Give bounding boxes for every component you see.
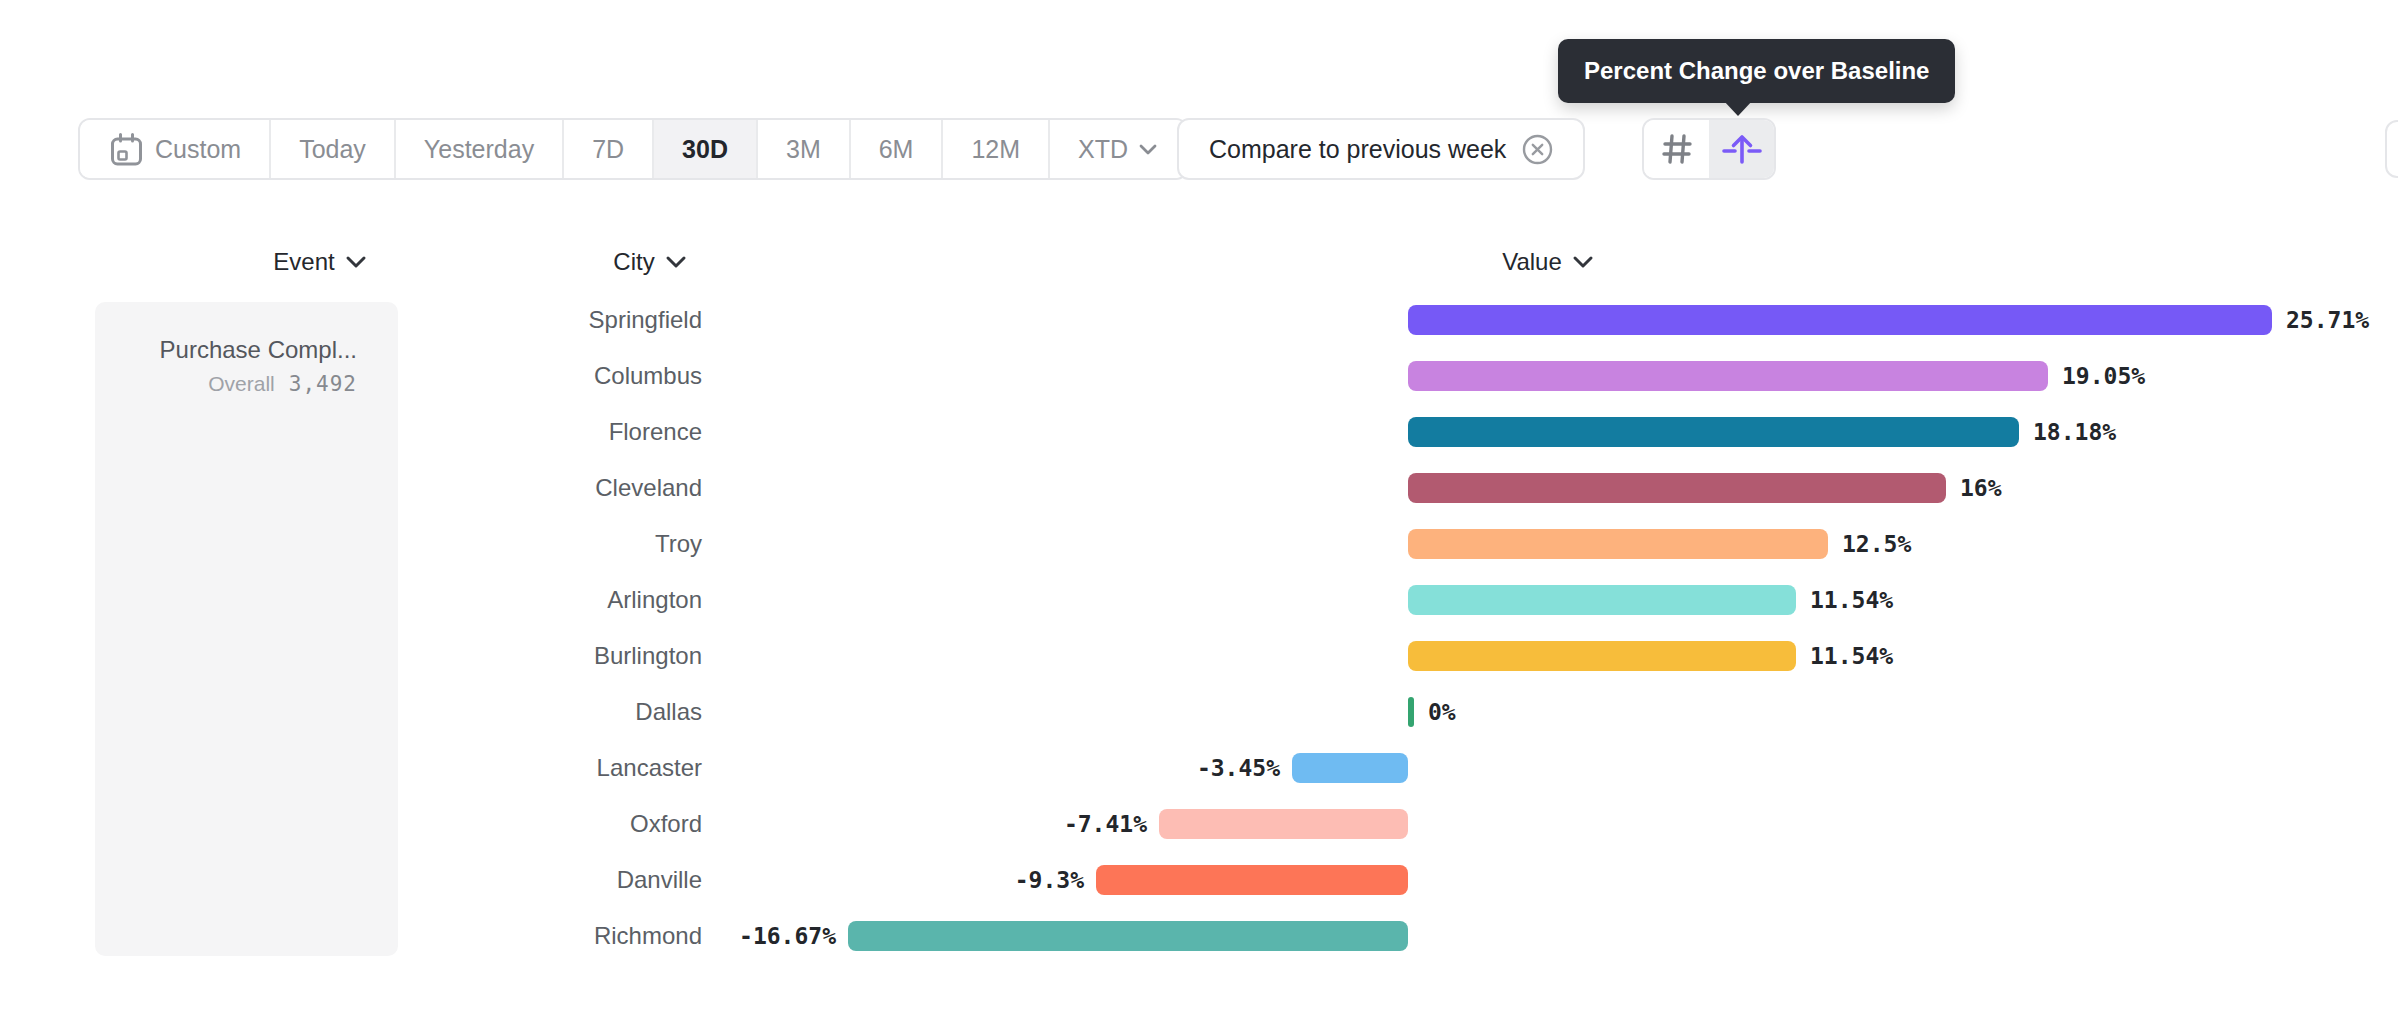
city-label: Danville [420,852,702,908]
chart-row: Florence 18.18% [0,404,2398,460]
value-label: 0% [1428,684,1456,740]
chart-row: Cleveland 16% [0,460,2398,516]
chart-row: Oxford -7.41% [0,796,2398,852]
city-label: Dallas [420,684,702,740]
chart-row: Troy 12.5% [0,516,2398,572]
chart-row: Burlington 11.54% [0,628,2398,684]
value-bar[interactable] [1408,529,1828,559]
value-bar[interactable] [1292,753,1408,783]
value-label: 11.54% [1810,628,1893,684]
value-bar[interactable] [1408,641,1796,671]
value-label: 18.18% [2033,404,2116,460]
city-label: Richmond [420,908,702,964]
value-bar[interactable] [1408,585,1796,615]
value-label: 16% [1960,460,2002,516]
value-bar[interactable] [1408,361,2048,391]
value-label: -9.3% [1015,852,1084,908]
value-bar[interactable] [848,921,1408,951]
chart-row: Columbus 19.05% [0,348,2398,404]
value-label: -3.45% [1197,740,1280,796]
chart-row: Richmond -16.67% [0,908,2398,964]
chart-row: Danville -9.3% [0,852,2398,908]
value-bar[interactable] [1408,697,1414,727]
city-label: Lancaster [420,740,702,796]
city-label: Burlington [420,628,702,684]
city-label: Columbus [420,348,702,404]
city-label: Florence [420,404,702,460]
city-label: Oxford [420,796,702,852]
chart-rows: Springfield 25.71% Columbus 19.05% Florence 1… [0,0,2398,1022]
city-label: Troy [420,516,702,572]
value-label: 25.71% [2286,292,2369,348]
chart-row: Lancaster -3.45% [0,740,2398,796]
city-label: Cleveland [420,460,702,516]
chart-row: Arlington 11.54% [0,572,2398,628]
value-bar[interactable] [1159,809,1408,839]
value-label: -7.41% [1064,796,1147,852]
city-label: Springfield [420,292,702,348]
value-label: 12.5% [1842,516,1911,572]
chart-row: Springfield 25.71% [0,292,2398,348]
chart-row: Dallas 0% [0,684,2398,740]
value-label: 19.05% [2062,348,2145,404]
value-bar[interactable] [1408,417,2019,447]
value-bar[interactable] [1408,305,2272,335]
value-label: 11.54% [1810,572,1893,628]
value-bar[interactable] [1408,473,1946,503]
city-label: Arlington [420,572,702,628]
value-bar[interactable] [1096,865,1408,895]
value-label: -16.67% [739,908,836,964]
